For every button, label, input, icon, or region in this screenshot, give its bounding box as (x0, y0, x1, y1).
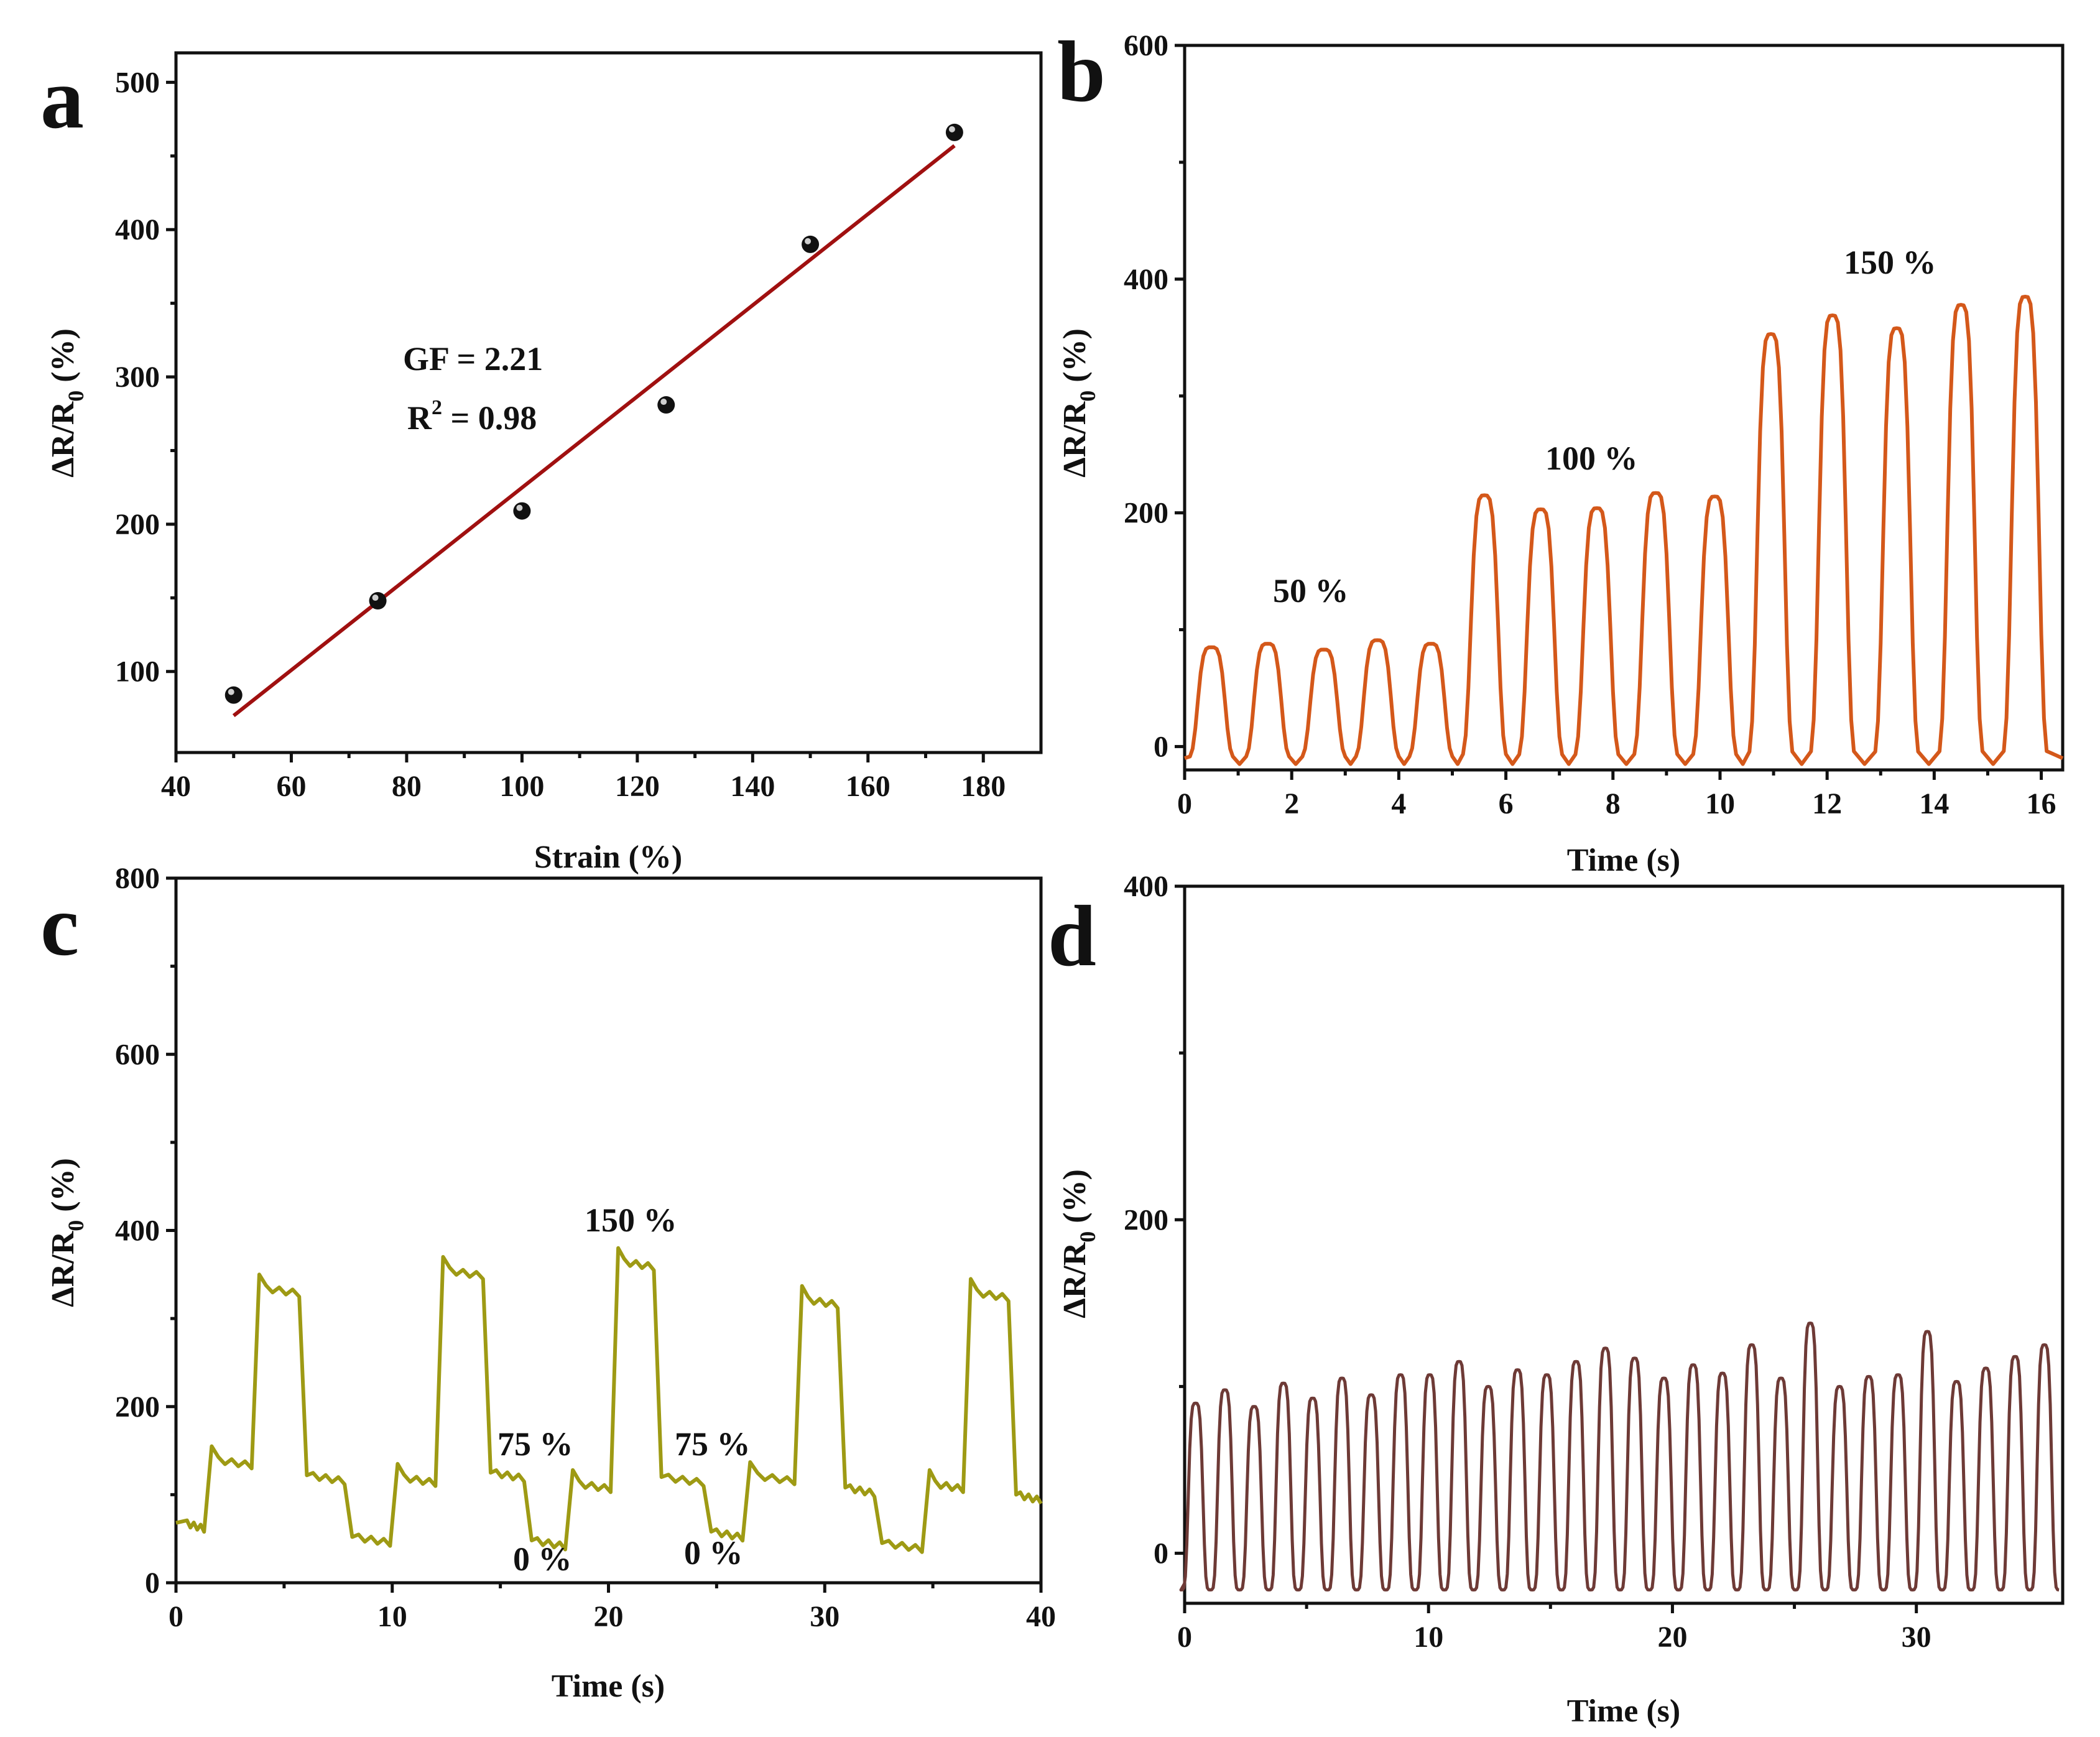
x-tick-label: 20 (594, 1600, 624, 1633)
y-tick-label: 200 (115, 508, 160, 541)
data-point-highlight (805, 238, 812, 244)
data-point (945, 123, 963, 141)
x-tick-label: 120 (615, 770, 660, 803)
x-tick-label: 40 (1026, 1600, 1056, 1633)
data-point (224, 686, 243, 704)
x-tick-label: 30 (810, 1600, 840, 1633)
x-tick-label: 80 (392, 770, 422, 803)
x-tick-label: 40 (161, 770, 191, 803)
panel-b-letter: b (1057, 24, 1106, 120)
y-tick-label: 400 (1124, 263, 1168, 296)
panel-a-ylabel: ΔR/R0 (%) (45, 328, 88, 478)
annotation-gf: GF = 2.21 (403, 340, 543, 378)
x-tick-label: 14 (1919, 787, 1949, 820)
x-tick-label: 10 (1413, 1621, 1443, 1654)
y-tick-label: 0 (145, 1567, 160, 1600)
y-tick-label: 100 (115, 655, 160, 688)
x-tick-label: 160 (846, 770, 890, 803)
annotation-0pct-a: 0 % (513, 1540, 572, 1578)
x-tick-label: 100 (499, 770, 544, 803)
y-tick-label: 200 (1124, 497, 1168, 530)
x-tick-label: 30 (1902, 1621, 1931, 1654)
panel-a-frame (174, 51, 1043, 754)
data-point-highlight (372, 595, 379, 601)
data-point (802, 235, 820, 253)
x-tick-label: 60 (276, 770, 306, 803)
annotation-0pct-b: 0 % (684, 1534, 743, 1572)
series-line (1184, 295, 2064, 766)
x-tick-label: 20 (1657, 1621, 1687, 1654)
y-tick-label: 600 (1124, 29, 1168, 62)
panel-b-frame (1183, 44, 2065, 772)
panel-d-ylabel: ΔR/R0 (%) (1057, 1169, 1100, 1318)
y-tick-label: 500 (115, 66, 160, 99)
series-line (175, 1246, 1043, 1554)
x-tick-label: 6 (1499, 787, 1514, 820)
y-tick-label: 0 (1154, 730, 1168, 763)
annotation-50pct: 50 % (1273, 572, 1349, 609)
annotation-75pct-b: 75 % (675, 1425, 751, 1463)
data-point-highlight (660, 399, 667, 405)
y-tick-label: 300 (115, 361, 160, 394)
x-tick-label: 2 (1284, 787, 1299, 820)
panel-b-ylabel: ΔR/R0 (%) (1057, 328, 1100, 478)
annotation-r2: R2 = 0.98 (407, 396, 537, 437)
panel-d-ticks: 0 10 20 30 0 200 400 (1124, 870, 1931, 1654)
data-point-highlight (516, 504, 523, 511)
x-tick-label: 0 (169, 1600, 183, 1633)
x-tick-label: 16 (2027, 787, 2056, 820)
panel-c-ylabel: ΔR/R0 (%) (45, 1158, 88, 1307)
data-point-highlight (948, 126, 955, 132)
x-tick-label: 10 (1705, 787, 1735, 820)
fit-line (232, 144, 956, 718)
panel-a-ticks: 40 60 80 100 120 140 160 180 100 200 300 400 500 (115, 66, 1006, 803)
data-point-highlight (228, 688, 234, 695)
panel-b: b 0 2 4 6 8 10 12 14 16 0 200 400 600 50 % 100 % 150… (1057, 24, 2065, 878)
panel-a: a 40 60 80 100 120 140 160 180 100 200 300 400 500 G… (40, 50, 1043, 875)
data-point (657, 396, 675, 414)
annotation-100pct: 100 % (1545, 440, 1638, 477)
annotation-150pct-c: 150 % (585, 1202, 677, 1239)
x-tick-label: 4 (1391, 787, 1406, 820)
panel-b-xlabel: Time (s) (1567, 843, 1680, 878)
x-tick-label: 0 (1177, 787, 1192, 820)
panel-c-letter: c (40, 878, 79, 974)
data-point (513, 502, 531, 520)
panel-c-xlabel: Time (s) (552, 1669, 665, 1704)
panel-d: d 0 10 20 30 0 200 400 Time (s) ΔR/R0 (%) (1048, 870, 2065, 1729)
annotation-150pct: 150 % (1844, 244, 1936, 281)
panel-d-letter: d (1048, 888, 1096, 984)
series-line (1179, 1322, 2060, 1591)
panel-b-ticks: 0 2 4 6 8 10 12 14 16 0 200 400 600 (1124, 29, 2056, 820)
y-tick-label: 400 (115, 213, 160, 246)
x-tick-label: 8 (1606, 787, 1621, 820)
y-tick-label: 600 (115, 1038, 160, 1071)
panel-a-marks (224, 123, 963, 718)
panel-b-marks (1184, 295, 2064, 766)
x-tick-label: 10 (377, 1600, 407, 1633)
y-tick-label: 0 (1154, 1537, 1168, 1570)
panel-a-xlabel: Strain (%) (534, 840, 682, 875)
y-tick-label: 400 (1124, 870, 1168, 903)
panel-d-xlabel: Time (s) (1567, 1693, 1680, 1729)
panel-a-letter: a (40, 50, 84, 147)
panel-d-frame (1183, 884, 2065, 1605)
panel-d-marks (1179, 1322, 2060, 1591)
x-tick-label: 180 (961, 770, 1006, 803)
x-tick-label: 140 (730, 770, 775, 803)
x-tick-label: 12 (1812, 787, 1842, 820)
y-tick-label: 200 (115, 1391, 160, 1424)
x-tick-label: 0 (1177, 1621, 1192, 1654)
y-tick-label: 200 (1124, 1203, 1168, 1236)
y-tick-label: 400 (115, 1215, 160, 1248)
annotation-75pct-a: 75 % (497, 1425, 573, 1463)
data-point (369, 592, 387, 610)
panel-c-marks (175, 1246, 1043, 1554)
y-tick-label: 800 (115, 862, 160, 895)
